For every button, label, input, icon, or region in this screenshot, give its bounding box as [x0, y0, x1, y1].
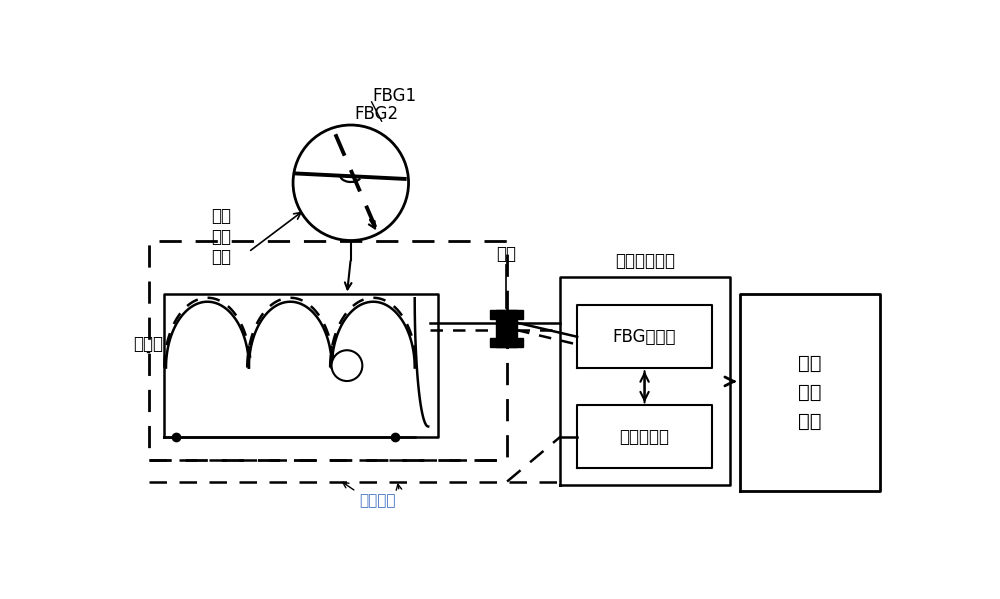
Text: 模块: 模块 — [798, 412, 821, 431]
Polygon shape — [496, 310, 517, 347]
Text: FBG2: FBG2 — [355, 105, 399, 123]
Polygon shape — [490, 310, 523, 319]
Text: FBG1: FBG1 — [372, 87, 416, 105]
Circle shape — [332, 350, 362, 381]
Circle shape — [293, 125, 409, 241]
Text: 电压探头: 电压探头 — [360, 493, 396, 509]
Text: 超导: 超导 — [211, 228, 231, 246]
Text: FBG解调佺: FBG解调佺 — [613, 328, 676, 346]
Text: 电压采集器: 电压采集器 — [620, 428, 670, 446]
Text: 杜瓦罐: 杜瓦罐 — [134, 335, 164, 353]
Text: 数据采集模块: 数据采集模块 — [615, 252, 675, 270]
Text: 数据: 数据 — [798, 354, 821, 373]
Text: 磁体: 磁体 — [211, 249, 231, 267]
Polygon shape — [490, 337, 523, 347]
Text: 高温: 高温 — [211, 207, 231, 225]
Text: 处理: 处理 — [798, 383, 821, 402]
Text: 法兰: 法兰 — [496, 246, 516, 264]
